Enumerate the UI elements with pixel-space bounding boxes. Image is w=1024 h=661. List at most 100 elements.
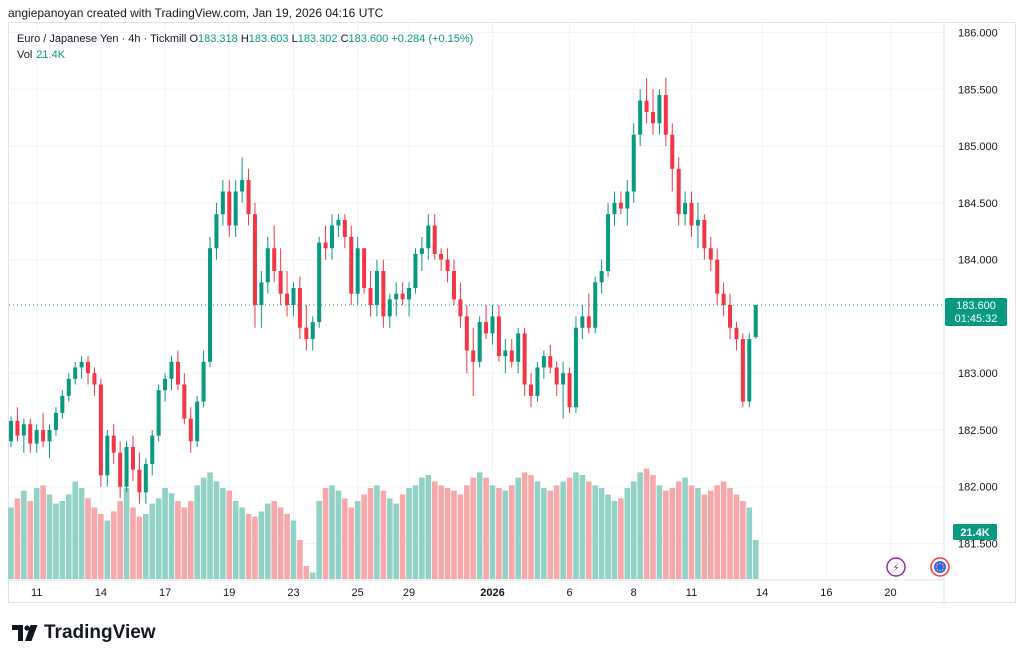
candle-body[interactable]: [612, 202, 617, 215]
candle-body[interactable]: [259, 282, 264, 306]
candle-body[interactable]: [143, 464, 148, 493]
candle-body[interactable]: [464, 316, 469, 351]
candle-body[interactable]: [188, 418, 193, 442]
candle-body[interactable]: [625, 191, 630, 209]
candle-body[interactable]: [195, 401, 200, 442]
candle-body[interactable]: [330, 225, 334, 249]
candle-body[interactable]: [21, 424, 26, 436]
candle-body[interactable]: [304, 327, 309, 340]
candle-body[interactable]: [695, 219, 700, 226]
candle-body[interactable]: [240, 180, 245, 192]
candle-body[interactable]: [79, 361, 84, 368]
candle-body[interactable]: [503, 350, 508, 357]
candle-body[interactable]: [580, 316, 585, 328]
candle-body[interactable]: [509, 350, 514, 362]
candle-body[interactable]: [445, 259, 450, 271]
candle-body[interactable]: [150, 435, 155, 465]
candle-body[interactable]: [451, 270, 456, 300]
candle-body[interactable]: [285, 293, 290, 306]
candle-body[interactable]: [86, 361, 91, 374]
candle-body[interactable]: [426, 225, 431, 249]
candle-body[interactable]: [182, 384, 187, 419]
candle-body[interactable]: [573, 327, 578, 408]
candle-body[interactable]: [336, 219, 341, 226]
candle-body[interactable]: [516, 333, 521, 362]
candle-body[interactable]: [702, 219, 707, 249]
candle-body[interactable]: [606, 214, 611, 271]
candle-body[interactable]: [471, 350, 476, 362]
candle-body[interactable]: [400, 293, 405, 300]
candle-body[interactable]: [490, 316, 495, 334]
candle-body[interactable]: [317, 242, 322, 323]
candle-body[interactable]: [663, 94, 668, 135]
candle-body[interactable]: [28, 424, 33, 444]
candle-body[interactable]: [548, 356, 553, 368]
symbol-legend[interactable]: Euro / Japanese Yen · 4h · Tickmill O183.318…: [17, 33, 474, 45]
candle-body[interactable]: [297, 288, 302, 328]
candle-body[interactable]: [265, 248, 270, 283]
candle-body[interactable]: [561, 373, 566, 385]
candle-body[interactable]: [631, 134, 636, 192]
candle-body[interactable]: [362, 248, 367, 288]
candle-body[interactable]: [593, 282, 598, 328]
candle-body[interactable]: [535, 367, 540, 396]
candle-body[interactable]: [349, 236, 354, 294]
candle-body[interactable]: [522, 333, 527, 385]
candle-body[interactable]: [458, 299, 463, 317]
candle-body[interactable]: [747, 339, 752, 402]
candle-body[interactable]: [252, 214, 257, 306]
candle-body[interactable]: [586, 316, 591, 328]
candle-body[interactable]: [246, 180, 251, 215]
candle-body[interactable]: [394, 293, 399, 300]
candle-body[interactable]: [220, 191, 225, 215]
candle-body[interactable]: [689, 202, 694, 226]
candle-body[interactable]: [554, 367, 559, 385]
candle-body[interactable]: [73, 367, 78, 379]
candle-body[interactable]: [740, 339, 745, 402]
candle-body[interactable]: [323, 242, 328, 249]
candle-body[interactable]: [413, 253, 418, 288]
candle-body[interactable]: [381, 270, 386, 317]
candle-body[interactable]: [419, 248, 424, 254]
candle-body[interactable]: [105, 435, 110, 476]
candle-body[interactable]: [60, 395, 65, 413]
candle-body[interactable]: [529, 384, 534, 396]
candle-body[interactable]: [676, 168, 681, 215]
candle-body[interactable]: [278, 270, 283, 294]
candle-body[interactable]: [227, 191, 232, 226]
candle-body[interactable]: [374, 270, 379, 306]
candle-body[interactable]: [721, 293, 726, 306]
candle-body[interactable]: [618, 202, 623, 209]
candle-body[interactable]: [169, 361, 174, 379]
candle-body[interactable]: [124, 446, 129, 487]
flash-event-icon[interactable]: [886, 557, 906, 577]
candle-body[interactable]: [92, 373, 97, 385]
candle-body[interactable]: [567, 373, 572, 408]
candle-body[interactable]: [53, 412, 58, 430]
candle-body[interactable]: [111, 435, 116, 453]
candle-body[interactable]: [34, 429, 39, 444]
candle-body[interactable]: [156, 390, 161, 436]
candle-body[interactable]: [47, 429, 52, 442]
candle-body[interactable]: [41, 429, 46, 442]
candle-body[interactable]: [9, 420, 13, 442]
volume-legend[interactable]: Vol 21.4K: [17, 49, 65, 61]
last-price-badge[interactable]: [945, 298, 1007, 327]
candle-body[interactable]: [638, 100, 643, 135]
candle-body[interactable]: [644, 100, 649, 112]
candle-body[interactable]: [66, 378, 71, 396]
candle-body[interactable]: [233, 191, 238, 226]
candle-body[interactable]: [310, 322, 315, 340]
candle-body[interactable]: [496, 316, 501, 357]
candle-body[interactable]: [163, 378, 168, 391]
candle-body[interactable]: [175, 361, 180, 385]
candle-body[interactable]: [439, 253, 444, 260]
candle-body[interactable]: [137, 469, 142, 493]
candle-body[interactable]: [657, 94, 662, 124]
candle-body[interactable]: [541, 356, 546, 368]
candle-body[interactable]: [201, 361, 206, 402]
candle-body[interactable]: [407, 288, 412, 300]
candle-body[interactable]: [118, 452, 123, 487]
candle-body[interactable]: [651, 111, 655, 124]
